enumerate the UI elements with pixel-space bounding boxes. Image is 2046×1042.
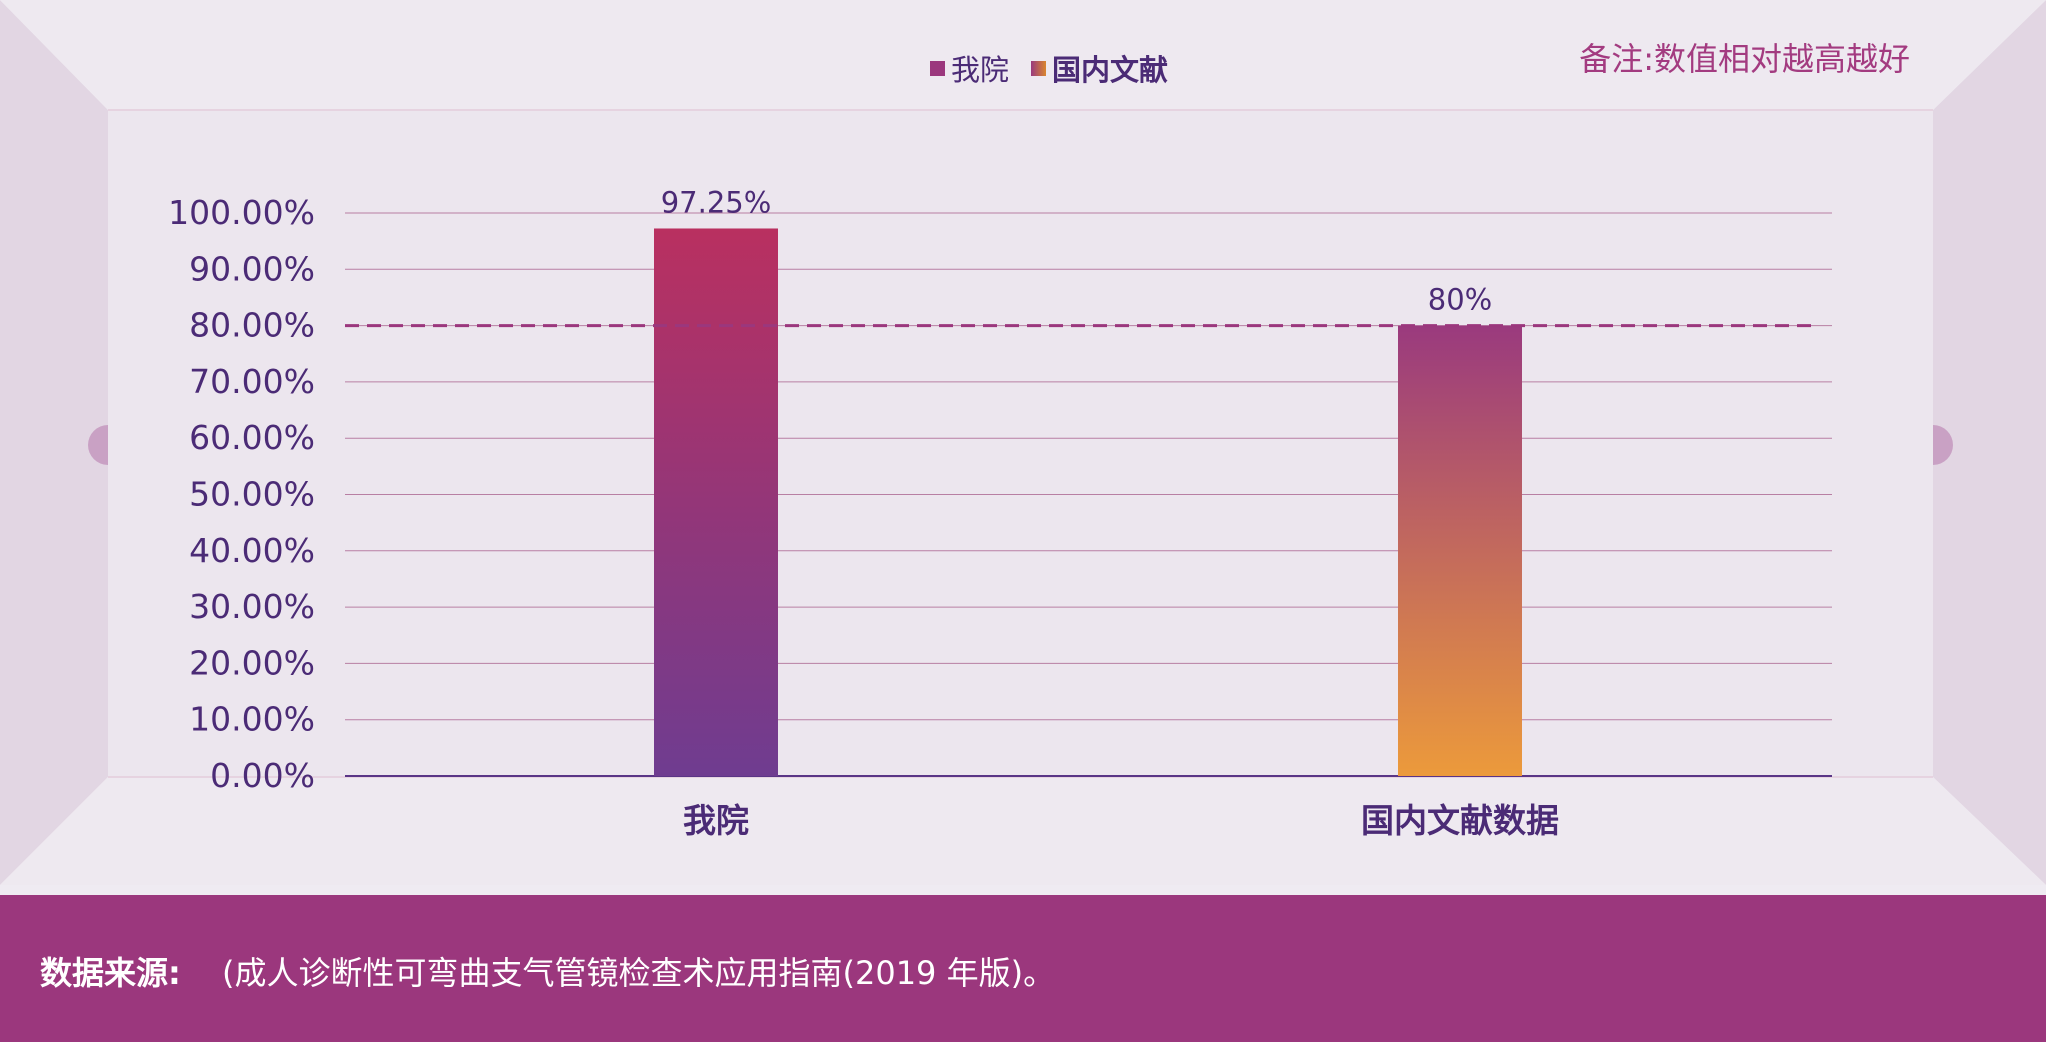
y-tick-label: 100.00%: [168, 193, 315, 232]
bar-value-label: 97.25%: [661, 185, 772, 219]
room-background: [0, 0, 2046, 885]
chart-note: 备注:数值相对越高越好: [1579, 40, 1910, 78]
y-tick-label: 30.00%: [189, 587, 315, 626]
data-source-text: (成人诊断性可弯曲支气管镜检查术应用指南(2019 年版)。: [222, 954, 1056, 992]
legend-swatch-our-hospital: [930, 60, 945, 76]
data-source-label: 数据来源:: [40, 954, 181, 992]
legend-item-our-hospital: 我院: [930, 47, 1009, 89]
x-category-label: 我院: [683, 801, 749, 840]
legend-label-our-hospital: 我院: [951, 53, 1010, 87]
legend-swatch-domestic-literature: [1031, 60, 1047, 76]
chart-legend: 我院 国内文献: [930, 48, 1190, 88]
x-category-label: 国内文献数据: [1361, 801, 1559, 840]
footer-bar: [0, 895, 2046, 1042]
y-tick-label: 0.00%: [210, 756, 315, 795]
legend-item-domestic-literature: 国内文献: [1031, 47, 1168, 89]
y-tick-label: 80.00%: [189, 306, 315, 345]
y-tick-label: 10.00%: [189, 700, 315, 739]
y-tick-label: 90.00%: [189, 249, 315, 288]
bar-value-label: 80%: [1428, 283, 1492, 317]
bar-1: [654, 228, 778, 777]
y-tick-label: 70.00%: [189, 362, 315, 401]
y-tick-label: 60.00%: [189, 418, 315, 457]
bar-2: [1398, 325, 1522, 776]
legend-label-domestic-literature: 国内文献: [1052, 53, 1169, 87]
y-tick-label: 40.00%: [189, 531, 315, 570]
y-tick-label: 50.00%: [189, 475, 315, 514]
bar-chart: 0.00% 10.00% 20.00% 30.00% 40.00% 50.00% 60.00…: [168, 185, 1832, 840]
y-tick-label: 20.00%: [189, 643, 315, 682]
